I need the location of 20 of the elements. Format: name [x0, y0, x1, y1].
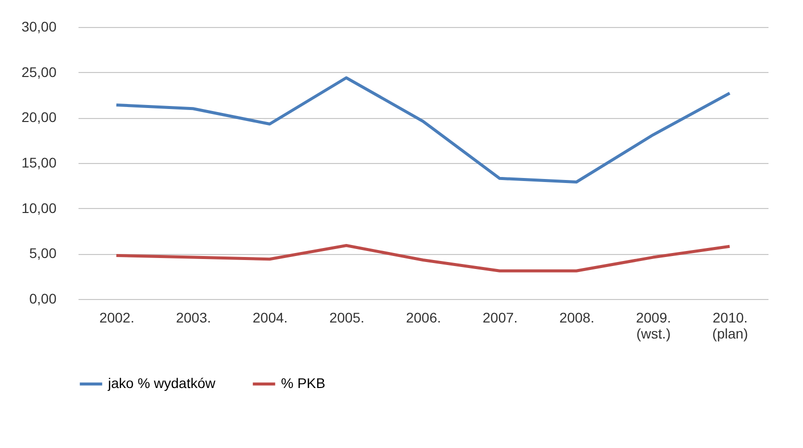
x-tick-label: 2009. (wst.) [636, 310, 672, 342]
x-tick-label: 2003. [176, 310, 212, 326]
line-series [114, 244, 732, 272]
x-tick-label: 2002. [99, 310, 134, 326]
y-tick-label: 20,00 [21, 109, 57, 126]
line-series [114, 76, 732, 184]
y-tick-label: 5,00 [29, 245, 57, 262]
legend-label: jako % wydatków [107, 375, 216, 391]
x-tick-label: 2008. [559, 310, 594, 326]
y-tick-label: 30,00 [21, 18, 57, 34]
x-tick-label: 2004. [252, 310, 288, 326]
x-tick-label: 2007. [482, 310, 518, 326]
legend-label: % PKB [281, 375, 326, 391]
y-tick-label: 25,00 [21, 64, 57, 80]
y-tick-label: 10,00 [21, 200, 57, 216]
x-tick-label: 2006. [406, 310, 442, 326]
x-tick-label: 2005. [329, 310, 364, 326]
y-tick-label: 0,00 [29, 290, 57, 306]
y-tick-label: 15,00 [21, 154, 57, 170]
x-tick-label: 2010. (plan) [712, 310, 748, 342]
